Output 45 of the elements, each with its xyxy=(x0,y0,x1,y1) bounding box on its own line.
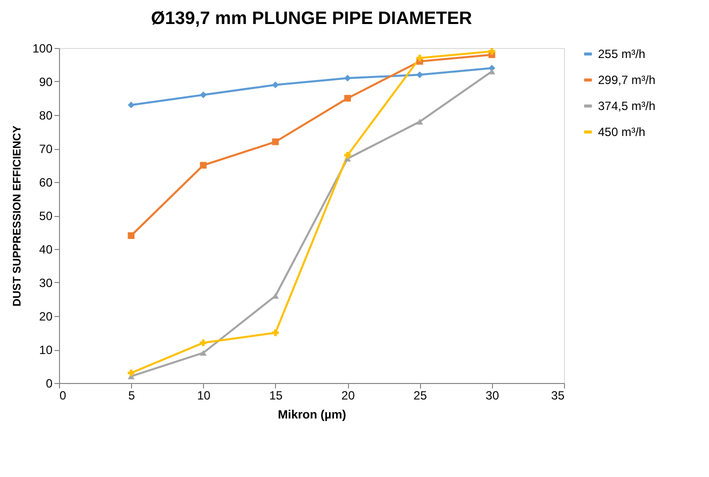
y-tick-label: 70 xyxy=(39,142,53,156)
x-tick-label: 20 xyxy=(341,388,356,402)
point xyxy=(272,292,279,299)
point xyxy=(200,92,207,98)
y-tick-label: 90 xyxy=(39,75,53,89)
point xyxy=(200,350,207,356)
point xyxy=(128,102,134,108)
y-tick-label: 10 xyxy=(39,343,53,357)
x-tick-label: 5 xyxy=(128,388,136,402)
point xyxy=(128,232,134,239)
y-tick-label: 60 xyxy=(39,176,53,190)
point xyxy=(128,370,134,376)
legend-label: 374,5 m³/h xyxy=(598,99,656,113)
point xyxy=(200,162,207,169)
legend-label: 450 m³/h xyxy=(598,125,646,139)
point xyxy=(488,48,496,55)
point xyxy=(272,329,279,336)
y-tick-label: 50 xyxy=(39,209,53,223)
y-tick-label: 80 xyxy=(39,108,53,122)
point xyxy=(344,74,351,82)
x-tick-label: 10 xyxy=(197,388,211,402)
point xyxy=(344,94,351,102)
point xyxy=(416,54,424,62)
x-tick-label: 0 xyxy=(60,388,66,402)
x-tick-label: 15 xyxy=(269,388,283,402)
point xyxy=(272,81,279,88)
x-tick-label: 30 xyxy=(486,388,500,402)
y-tick-label: 30 xyxy=(39,276,53,290)
point xyxy=(416,71,424,78)
point xyxy=(416,118,424,125)
legend-label: 255 m³/h xyxy=(598,47,646,61)
y-tick-label: 20 xyxy=(39,310,53,324)
point xyxy=(272,138,279,146)
point xyxy=(344,152,351,159)
y-tick-label: 0 xyxy=(46,376,53,390)
x-tick-label: 35 xyxy=(551,388,565,402)
legend-label: 299,7 m³/h xyxy=(598,73,656,87)
chart-title: Ø139,7 mm PLUNGE PIPE DIAMETER xyxy=(150,8,472,28)
y-tick-label: 100 xyxy=(32,42,53,56)
point xyxy=(200,339,207,346)
x-tick-label: 25 xyxy=(414,388,428,402)
y-axis-title: DUST SUPPRESSION EFFICIENCY xyxy=(11,124,24,306)
x-axis-title: Mikron (µm) xyxy=(278,408,346,422)
y-tick-label: 40 xyxy=(39,242,53,256)
point xyxy=(488,68,496,74)
